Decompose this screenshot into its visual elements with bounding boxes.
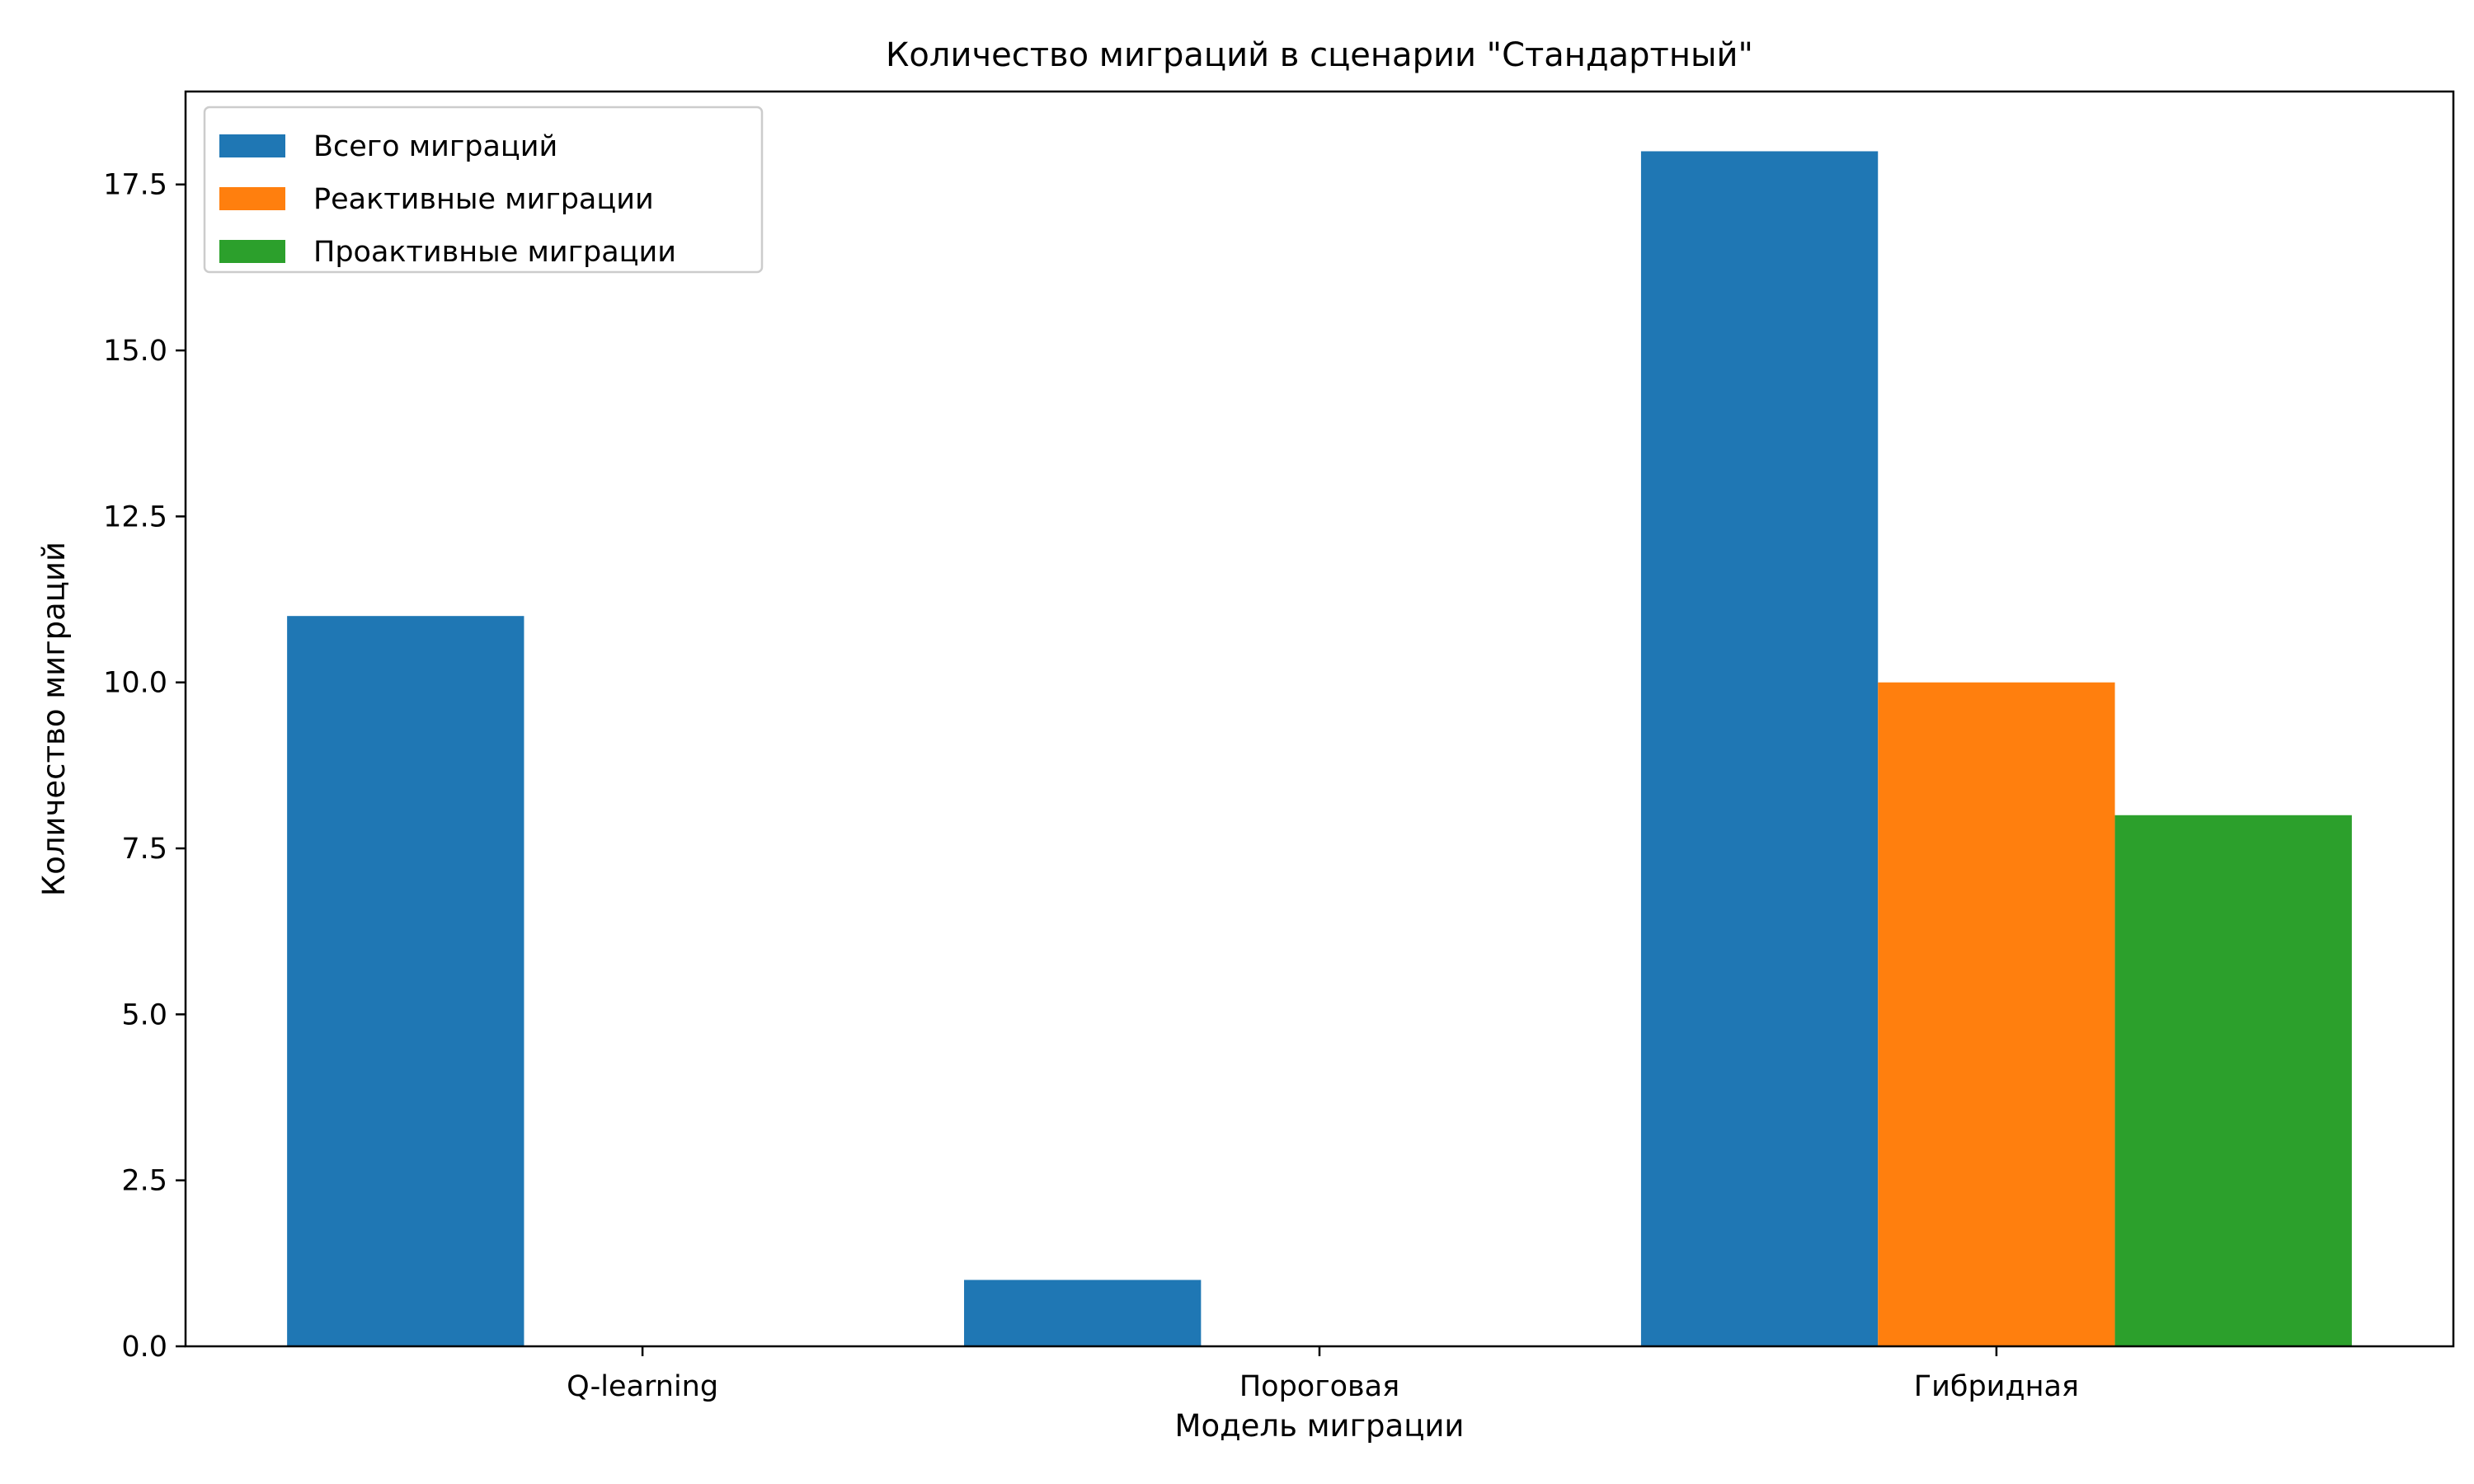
- legend-swatch-2: [219, 187, 285, 210]
- y-tick-label: 17.5: [103, 169, 167, 202]
- y-tick-label: 0.0: [121, 1331, 167, 1364]
- x-tick-label: Гибридная: [1914, 1370, 2079, 1403]
- x-tick-label: Q-learning: [567, 1370, 718, 1403]
- legend-swatch-1: [219, 134, 285, 157]
- y-axis: 0.0 2.5 5.0 7.5 10.0 12.5 15.0 17.5: [103, 169, 186, 1364]
- legend: Всего миграций Реактивные миграции Проакти…: [203, 106, 764, 274]
- y-tick-label: 5.0: [121, 998, 167, 1031]
- y-tick-label: 12.5: [103, 500, 167, 533]
- legend-label-2: Реактивные миграции: [313, 183, 654, 216]
- bar-series-3-category-3: [2114, 815, 2352, 1346]
- x-axis-label: Модель миграции: [1175, 1408, 1465, 1444]
- bars-layer: [287, 151, 2352, 1346]
- y-axis-label: Количество миграций: [36, 542, 72, 896]
- chart-title: Количество миграций в сценарии "Стандарт…: [886, 36, 1753, 74]
- bar-series-2-category-3: [1878, 682, 2115, 1346]
- bar-series-1-category-1: [287, 616, 524, 1346]
- legend-box: [203, 106, 764, 274]
- y-tick-label: 2.5: [121, 1165, 167, 1198]
- x-tick-label: Пороговая: [1239, 1370, 1399, 1403]
- legend-label-3: Проактивные миграции: [313, 236, 676, 269]
- bar-series-1-category-3: [1640, 151, 1879, 1346]
- y-tick-label: 15.0: [103, 335, 167, 368]
- bar-series-1-category-2: [964, 1280, 1202, 1346]
- y-tick-label: 10.0: [103, 667, 167, 700]
- legend-label-1: Всего миграций: [313, 130, 557, 163]
- legend-swatch-3: [219, 240, 285, 263]
- x-axis: Q-learning Пороговая Гибридная: [567, 1346, 2079, 1403]
- y-tick-label: 7.5: [121, 833, 167, 866]
